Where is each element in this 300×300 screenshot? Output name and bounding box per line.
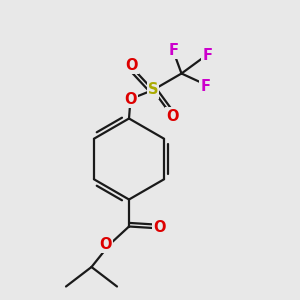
Text: S: S	[148, 82, 158, 98]
Text: O: O	[100, 237, 112, 252]
Text: O: O	[153, 220, 165, 236]
Text: F: F	[169, 43, 179, 58]
Text: O: O	[166, 109, 179, 124]
Text: O: O	[126, 58, 138, 73]
Text: F: F	[202, 48, 213, 63]
Text: O: O	[124, 92, 137, 106]
Text: F: F	[200, 79, 211, 94]
